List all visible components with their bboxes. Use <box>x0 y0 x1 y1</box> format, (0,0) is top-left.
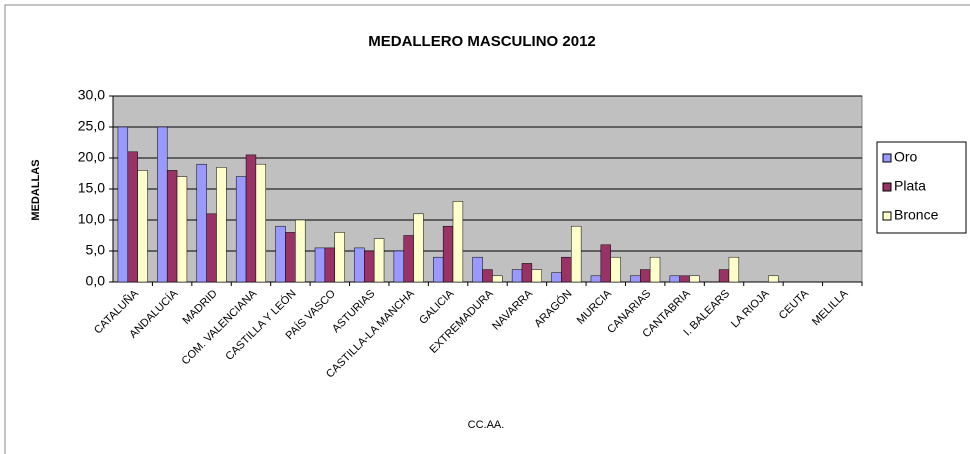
bar <box>354 247 365 283</box>
y-tick-label: 30,0 <box>78 87 105 103</box>
bar <box>245 154 257 283</box>
bar <box>314 247 326 283</box>
bar <box>255 163 267 283</box>
bar <box>649 256 661 283</box>
bar <box>285 232 296 283</box>
bar <box>511 269 523 283</box>
bar <box>679 275 690 283</box>
bar <box>768 275 779 283</box>
bar <box>393 250 404 283</box>
y-tick-label: 10,0 <box>78 211 105 227</box>
bar <box>373 238 385 283</box>
bar <box>117 126 129 283</box>
bar <box>196 163 207 283</box>
bar <box>669 275 680 283</box>
y-tick-label: 0,0 <box>86 273 106 289</box>
bar <box>176 176 188 283</box>
bar <box>403 235 414 283</box>
bar <box>433 256 444 283</box>
y-tick-label: 5,0 <box>86 242 106 258</box>
bar <box>571 225 582 283</box>
legend-swatch <box>882 153 892 163</box>
bar <box>137 170 148 283</box>
bar <box>718 269 730 283</box>
bar <box>531 269 542 283</box>
bar <box>551 272 562 283</box>
bar <box>166 170 178 283</box>
x-axis-label: CC.AA. <box>468 419 505 431</box>
bar <box>334 232 345 283</box>
bar <box>157 126 168 283</box>
bar <box>295 219 306 283</box>
bar <box>492 275 503 283</box>
bar <box>561 256 572 283</box>
bar <box>472 256 483 283</box>
bar <box>127 151 138 283</box>
bar <box>206 213 217 283</box>
bar <box>275 225 286 283</box>
legend-box <box>876 141 967 234</box>
bar <box>364 250 375 283</box>
y-tick-label: 20,0 <box>78 149 105 165</box>
bar <box>689 275 700 283</box>
bar <box>640 269 651 283</box>
bar <box>235 176 247 283</box>
bar <box>610 256 621 283</box>
y-axis-label: MEDALLAS <box>30 159 42 220</box>
bar <box>442 225 454 283</box>
bar <box>216 167 227 283</box>
bar <box>324 247 335 283</box>
bar <box>630 275 641 283</box>
legend-label: Bronce <box>894 207 939 223</box>
legend-swatch <box>882 211 892 221</box>
legend-label: Plata <box>894 178 926 194</box>
bar <box>728 256 740 283</box>
bar <box>590 275 602 283</box>
bar <box>521 263 533 283</box>
chart-title: MEDALLERO MASCULINO 2012 <box>368 33 596 50</box>
bar <box>413 213 424 283</box>
y-tick-label: 15,0 <box>78 180 105 196</box>
y-tick-label: 25,0 <box>78 118 105 134</box>
bar <box>452 201 464 283</box>
bar <box>482 269 493 283</box>
legend-swatch <box>882 182 892 192</box>
bar <box>600 244 611 283</box>
legend-label: Oro <box>894 149 918 165</box>
